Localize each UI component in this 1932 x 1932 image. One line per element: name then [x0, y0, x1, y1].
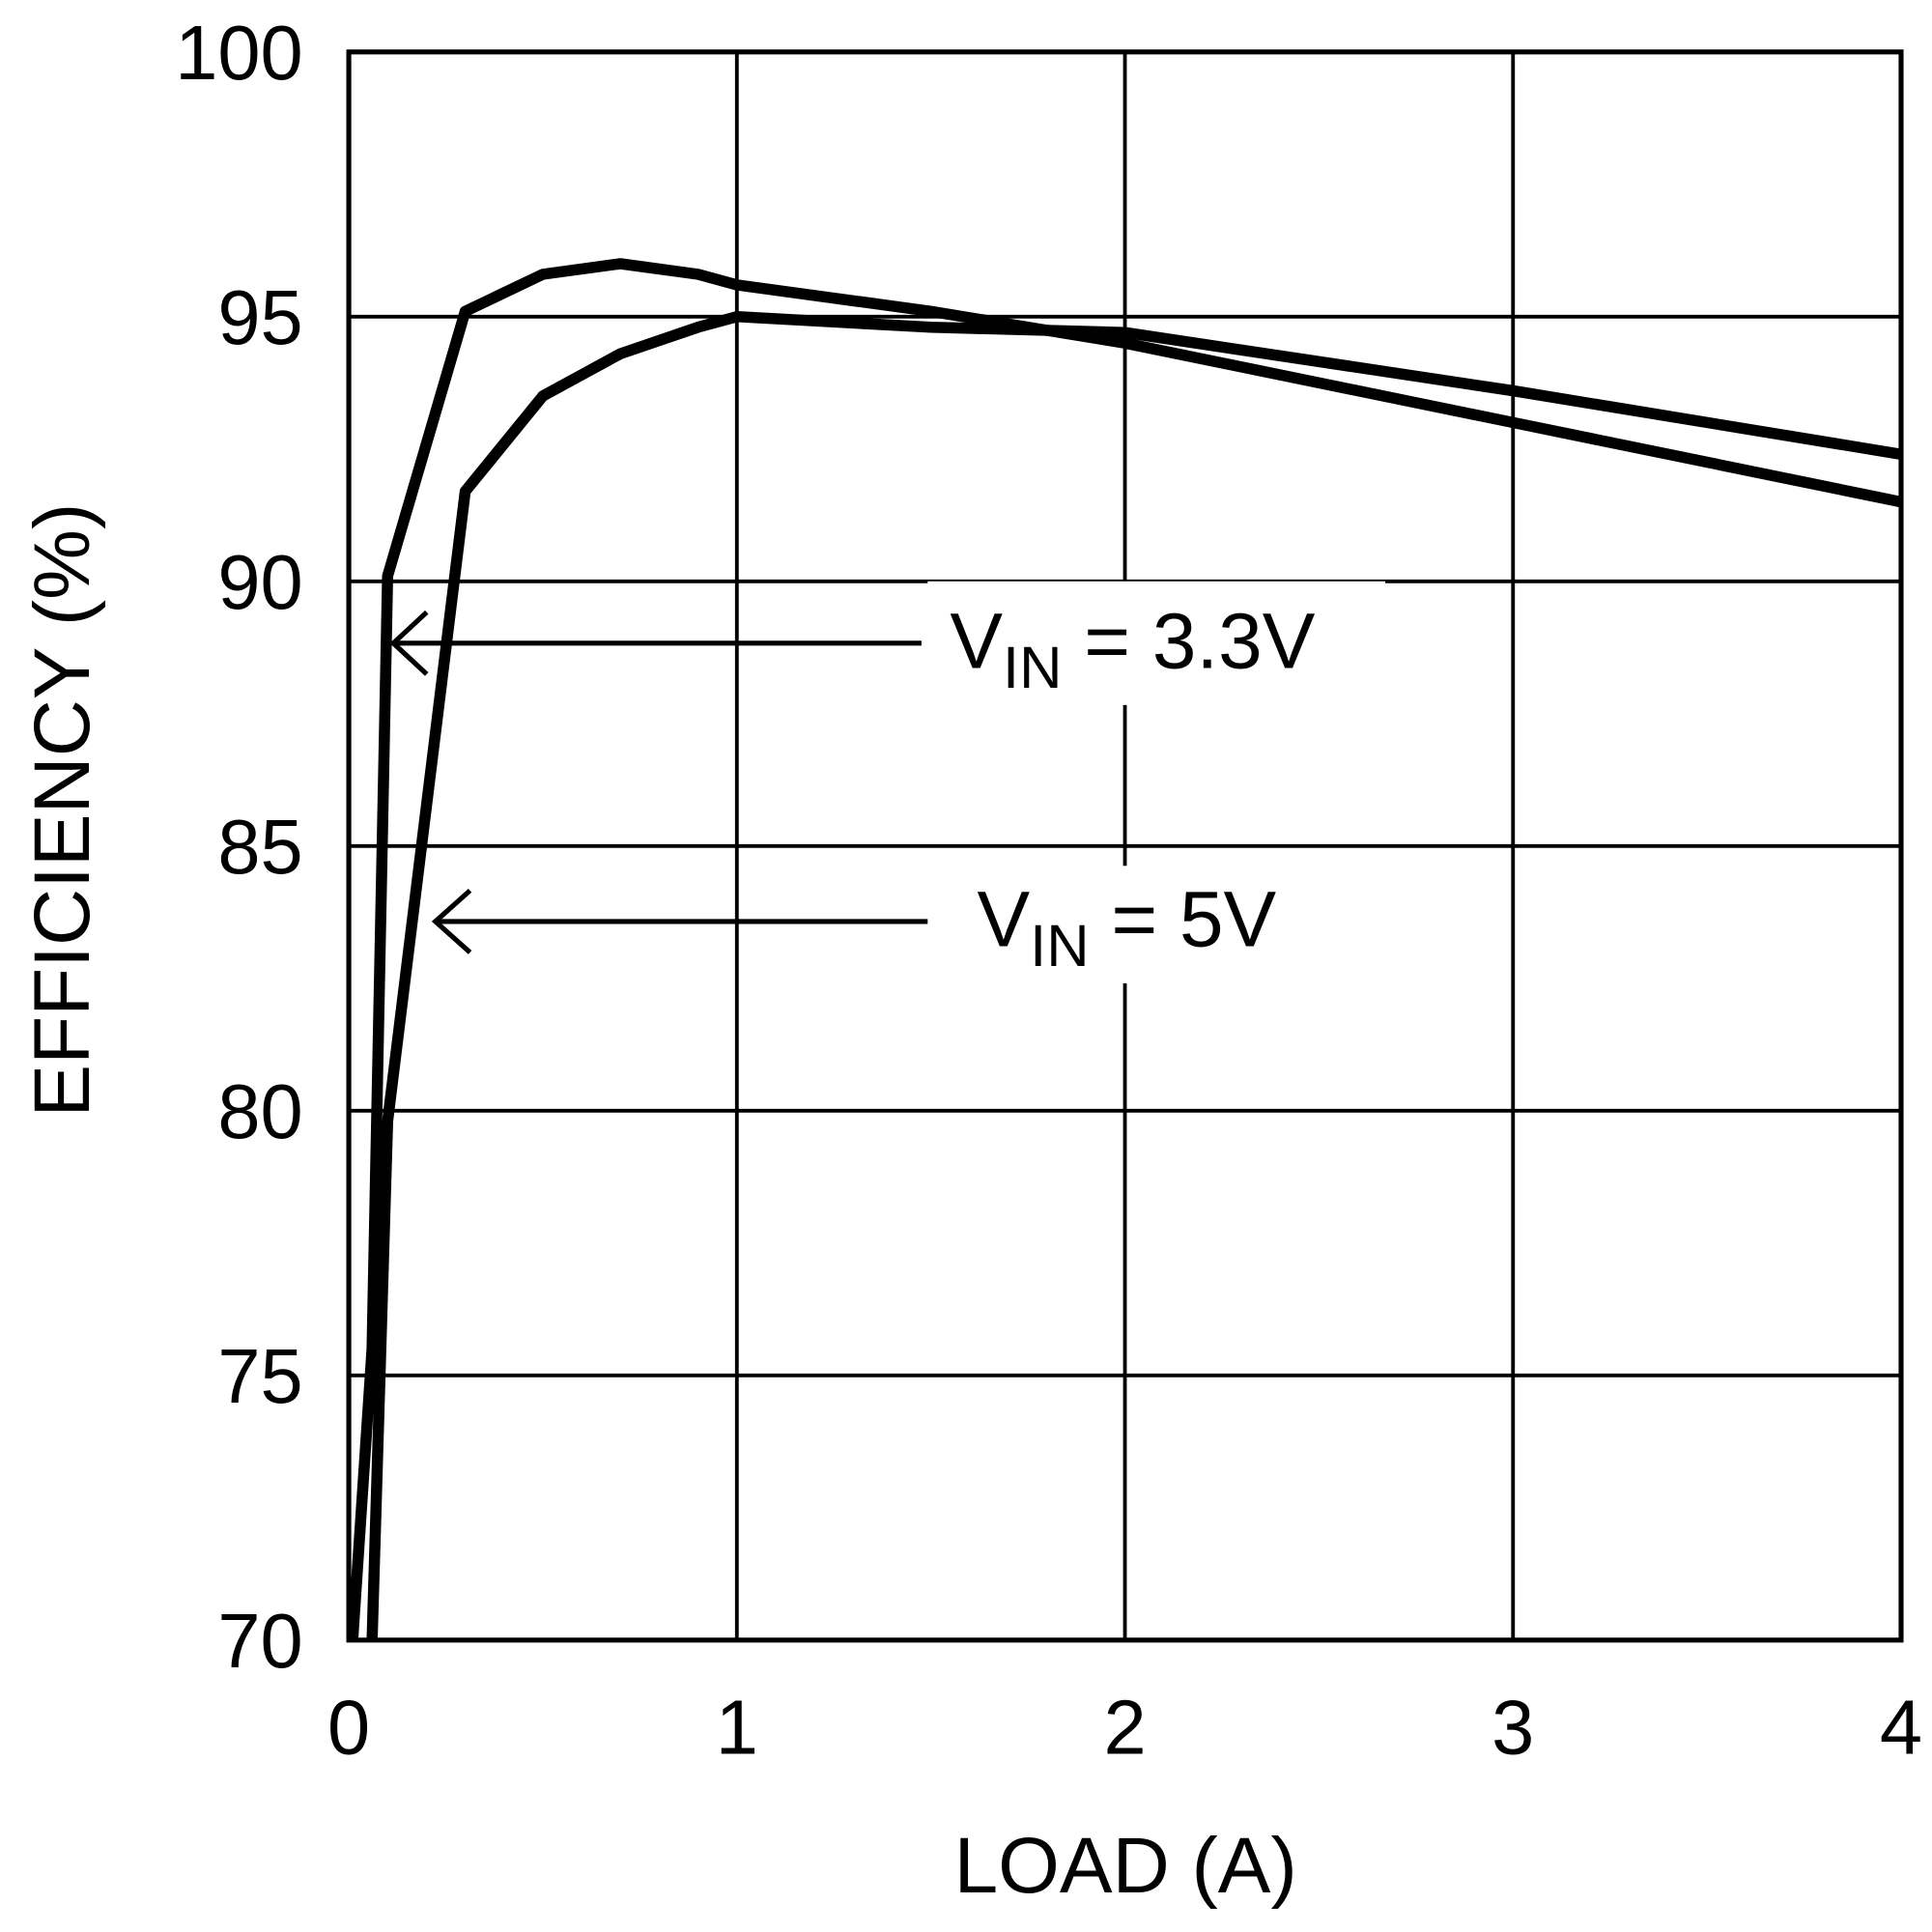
svg-text:VIN = 3.3V: VIN = 3.3V: [950, 597, 1315, 700]
x-tick-label: 4: [1880, 1685, 1922, 1771]
y-tick-label: 100: [175, 10, 302, 96]
series-line-5v: [366, 311, 1902, 1640]
plot-frame: [346, 49, 1904, 1643]
y-axis-label: EFFICIENCY (%): [18, 503, 106, 1118]
x-tick-label: 3: [1492, 1685, 1534, 1771]
label-mask-1: [927, 581, 1386, 705]
arrow-5v: [431, 888, 928, 954]
x-axis-label: LOAD (A): [954, 1822, 1297, 1910]
legend-label-5v: VIN = 5V: [978, 876, 1277, 980]
y-tick-label: 85: [217, 804, 302, 890]
y-tick-label: 70: [217, 1598, 302, 1684]
label-mask-2: [933, 866, 1330, 983]
x-tick-label: 0: [327, 1685, 370, 1771]
y-tick-labels: 70 75 80 85 90 95 100: [175, 10, 302, 1684]
series-lines: [347, 258, 1903, 1641]
y-tick-label: 90: [217, 539, 302, 625]
y-tick-label: 80: [217, 1068, 302, 1154]
legend-label-3v3: VIN = 3.3V: [950, 597, 1315, 700]
svg-text:VIN = 5V: VIN = 5V: [978, 876, 1277, 980]
x-tick-label: 2: [1103, 1685, 1146, 1771]
arrow-3v3: [389, 610, 922, 676]
y-tick-label: 95: [217, 274, 302, 360]
x-tick-labels: 0 1 2 3 4: [327, 1685, 1922, 1771]
x-tick-label: 1: [716, 1685, 758, 1771]
grid: [347, 49, 1903, 1642]
y-tick-label: 75: [217, 1333, 302, 1419]
series-line-3v3: [347, 258, 1903, 1641]
